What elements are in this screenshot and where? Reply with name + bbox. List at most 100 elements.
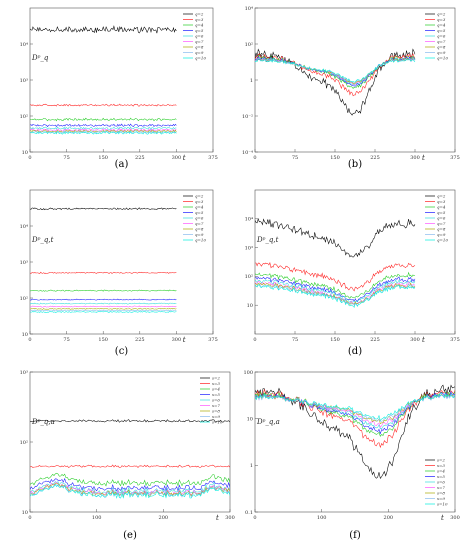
legend-entry: s=8 <box>437 490 445 495</box>
y-tick-label: 10⁴ <box>245 6 253 12</box>
legend-entry: s=7 <box>212 403 220 408</box>
panel-e: 10 10² 10³ 0 100 200 300 Dᵖ_q,at s=2s=3s=4s=5s=6… <box>20 370 235 541</box>
y-tick-label: 10² <box>20 114 28 120</box>
legend-entry: q=4 <box>437 204 446 209</box>
legend-entry: q=3 <box>195 17 204 22</box>
x-tick-label: 75 <box>292 337 298 343</box>
x-tick-label: 225 <box>135 155 145 161</box>
x-tick-label: 300 <box>450 515 460 521</box>
legend-entry: q=2 <box>195 193 204 198</box>
legend-entry: s=10 <box>212 419 223 424</box>
legend-entry: s=8 <box>212 408 220 413</box>
y-tick-label: 10 <box>22 510 28 516</box>
series-line <box>255 393 455 422</box>
legend-entry: q=4 <box>437 22 446 27</box>
y-tick-label: 10³ <box>20 370 28 376</box>
y-axis-label: Dᵖ_q,t <box>31 236 54 244</box>
y-tick-label: 10⁴ <box>20 42 28 48</box>
x-tick-label: 150 <box>98 155 108 161</box>
legend-entry: q=7 <box>437 221 446 226</box>
x-tick-label: 75 <box>63 155 69 161</box>
x-tick-label: 200 <box>159 515 169 521</box>
legend-entry: q=9 <box>195 50 204 55</box>
y-tick-label: 10 <box>247 303 253 309</box>
x-tick-label: 150 <box>330 337 340 343</box>
x-tick-label: 300 <box>410 337 420 343</box>
series-line <box>30 307 177 310</box>
series-line <box>30 117 177 122</box>
legend-entry: s=2 <box>437 457 445 462</box>
x-tick-label: 225 <box>370 155 380 161</box>
legend-entry: q=6 <box>195 215 204 220</box>
series-line <box>255 58 416 83</box>
panel-caption: (a) <box>115 159 129 170</box>
y-tick-label: 10² <box>245 274 253 280</box>
plot-frame <box>254 189 456 335</box>
panel-caption: (f) <box>349 530 361 541</box>
series-line <box>30 481 230 496</box>
x-tick-label: 0 <box>253 515 256 521</box>
x-tick-label: 150 <box>98 337 108 343</box>
series-line <box>30 103 177 107</box>
legend-entry: q=6 <box>437 33 446 38</box>
legend-entry: q=7 <box>195 221 204 226</box>
legend-entry: q=2 <box>437 193 446 198</box>
legend-entry: q=2 <box>195 11 204 16</box>
y-tick-label: 10 <box>22 150 28 156</box>
x-tick-label: 375 <box>450 337 460 343</box>
legend-entry: q=10 <box>195 55 206 60</box>
y-tick-label: 10⁻⁴ <box>242 150 253 156</box>
series-line <box>30 483 230 498</box>
legend-entry: q=2 <box>437 11 446 16</box>
legend-entry: q=3 <box>437 199 446 204</box>
legend-entry: s=4 <box>212 386 220 391</box>
x-axis-label: t <box>216 514 219 522</box>
x-tick-label: 225 <box>370 337 380 343</box>
series-line <box>255 261 416 292</box>
x-tick-label: 75 <box>292 155 298 161</box>
panel-caption: (e) <box>123 530 137 541</box>
y-tick-label: 10⁴ <box>20 224 28 230</box>
y-tick-label: 0.1 <box>245 510 253 516</box>
y-tick-label: 10 <box>22 332 28 338</box>
x-axis-label: t <box>183 154 186 162</box>
legend-entry: s=3 <box>212 381 220 386</box>
series-line <box>30 305 177 308</box>
x-axis-label: t <box>183 336 186 344</box>
series-line <box>30 289 177 292</box>
legend-entry: s=10 <box>437 501 448 506</box>
legend-entry: q=6 <box>195 33 204 38</box>
x-axis-label: t <box>441 514 444 522</box>
legend-entry: q=8 <box>195 226 204 231</box>
x-tick-label: 0 <box>253 155 256 161</box>
legend-entry: s=5 <box>437 474 445 479</box>
legend-entry: q=5 <box>195 28 204 33</box>
x-tick-label: 375 <box>450 155 460 161</box>
x-tick-label: 200 <box>384 515 394 521</box>
y-tick-label: 10⁴ <box>245 217 253 223</box>
legend-entry: q=6 <box>437 215 446 220</box>
series-line <box>255 388 455 449</box>
y-tick-label: 10² <box>20 296 28 302</box>
series-line <box>30 298 177 301</box>
y-tick-label: 100 <box>243 370 253 376</box>
series-line <box>30 309 177 312</box>
y-tick-label: 1 <box>250 78 253 84</box>
x-tick-label: 300 <box>172 155 182 161</box>
legend-entry: s=3 <box>437 463 445 468</box>
series-line <box>30 271 177 274</box>
x-tick-label: 375 <box>208 337 218 343</box>
legend-entry: q=3 <box>195 199 204 204</box>
y-axis-label: Dᵖ_q,a <box>256 418 280 426</box>
x-axis-label: t <box>422 154 425 162</box>
legend-entry: q=5 <box>437 210 446 215</box>
panel-a: 10 10² 10³ 10⁴ 0 75 150 225 300 375 Dᵖ_qt q=2q=3q=4… <box>20 7 218 170</box>
legend-entry: q=7 <box>437 39 446 44</box>
series-line <box>30 483 230 497</box>
series-line <box>30 464 230 469</box>
series-line <box>30 129 177 134</box>
plot-frame <box>254 7 456 153</box>
